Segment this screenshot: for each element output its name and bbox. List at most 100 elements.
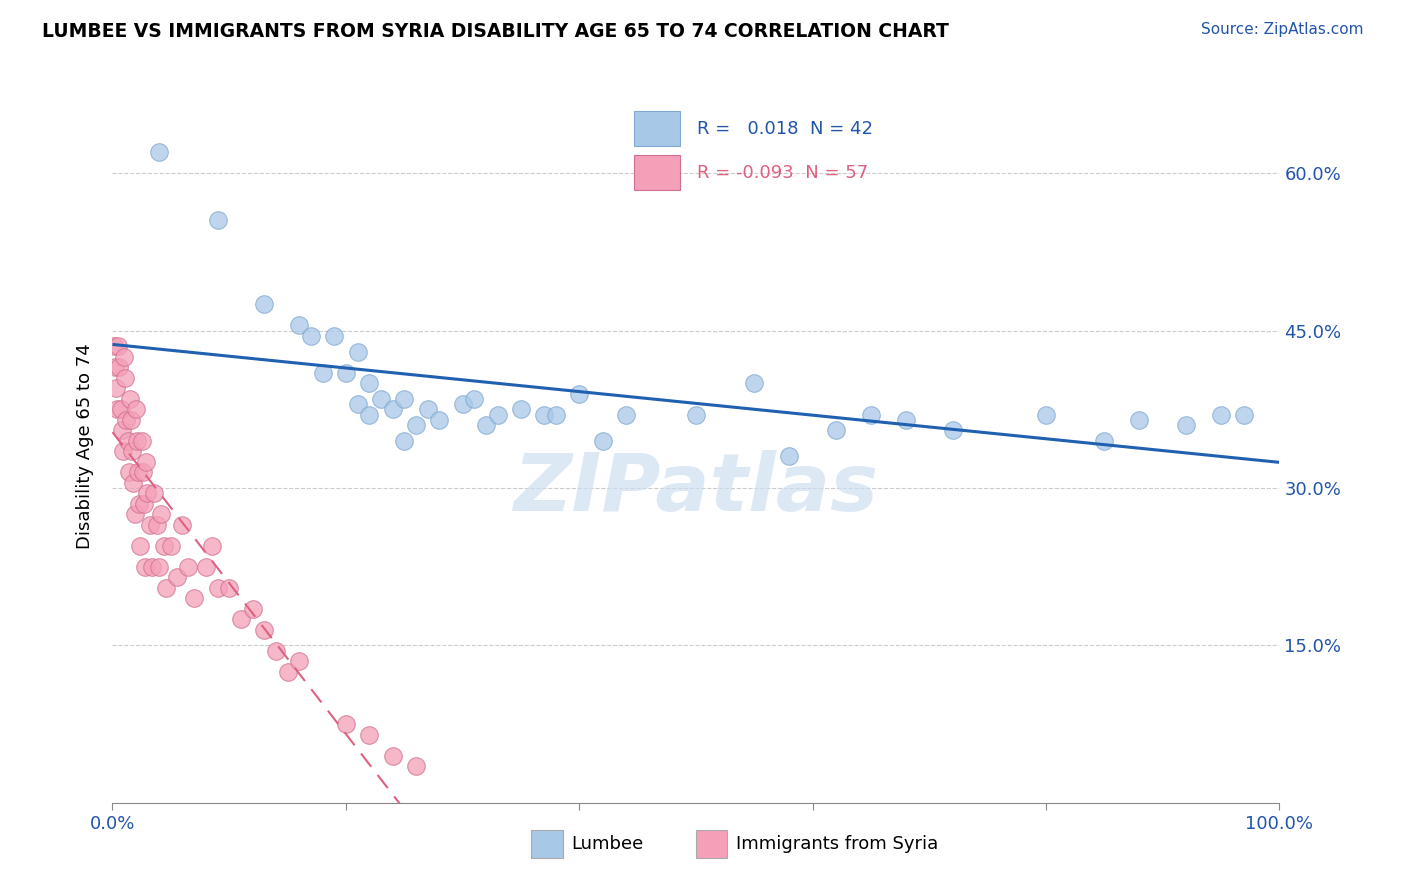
- Point: [136, 486, 159, 500]
- Point: [103, 339, 125, 353]
- Point: [475, 417, 498, 432]
- Point: [1209, 408, 1232, 422]
- Text: ZIPatlas: ZIPatlas: [513, 450, 879, 528]
- Point: [253, 623, 276, 637]
- Point: [416, 402, 439, 417]
- Point: [288, 654, 311, 668]
- Point: [229, 612, 252, 626]
- Point: [311, 366, 333, 380]
- Point: [370, 392, 392, 406]
- Point: [125, 402, 148, 417]
- Point: [346, 344, 368, 359]
- Point: [335, 366, 357, 380]
- Point: [427, 413, 450, 427]
- Point: [359, 728, 381, 742]
- Point: [405, 759, 427, 773]
- Point: [592, 434, 614, 448]
- Point: [104, 381, 127, 395]
- Point: [114, 371, 136, 385]
- Point: [335, 717, 357, 731]
- Point: [148, 145, 170, 160]
- Point: [685, 408, 707, 422]
- Point: [346, 397, 368, 411]
- Point: [201, 539, 224, 553]
- Point: [544, 408, 567, 422]
- Point: [894, 413, 917, 427]
- Point: [1233, 408, 1256, 422]
- Point: [117, 434, 139, 448]
- Point: [118, 392, 141, 406]
- Point: [1035, 408, 1057, 422]
- Point: [131, 434, 153, 448]
- Point: [359, 408, 381, 422]
- Point: [533, 408, 555, 422]
- Text: Source: ZipAtlas.com: Source: ZipAtlas.com: [1201, 22, 1364, 37]
- Point: [1092, 434, 1115, 448]
- Point: [110, 402, 132, 417]
- Point: [148, 559, 170, 574]
- Point: [1175, 417, 1198, 432]
- Point: [128, 497, 150, 511]
- Point: [859, 408, 883, 422]
- Point: [742, 376, 765, 390]
- Point: [146, 517, 169, 532]
- Point: [120, 413, 142, 427]
- Point: [509, 402, 531, 417]
- Point: [253, 297, 276, 311]
- Point: [614, 408, 637, 422]
- Point: [134, 559, 156, 574]
- Point: [451, 397, 474, 411]
- Point: [105, 402, 128, 417]
- Point: [264, 643, 287, 657]
- Point: [1128, 413, 1150, 427]
- Point: [242, 601, 264, 615]
- Point: [405, 417, 427, 432]
- Point: [207, 213, 229, 227]
- Point: [132, 465, 155, 479]
- Point: [127, 465, 149, 479]
- Point: [115, 413, 138, 427]
- Point: [218, 581, 240, 595]
- Point: [276, 665, 298, 679]
- Point: [111, 444, 134, 458]
- Point: [160, 539, 183, 553]
- Point: [129, 539, 152, 553]
- Point: [132, 497, 155, 511]
- Point: [155, 581, 177, 595]
- Point: [141, 559, 163, 574]
- Point: [359, 376, 381, 390]
- Point: [108, 360, 131, 375]
- Point: [118, 465, 141, 479]
- Point: [778, 450, 800, 464]
- Point: [194, 559, 217, 574]
- Point: [139, 517, 162, 532]
- Point: [177, 559, 200, 574]
- Point: [124, 507, 146, 521]
- Point: [112, 350, 135, 364]
- Point: [299, 328, 322, 343]
- Point: [166, 570, 188, 584]
- Point: [104, 360, 127, 375]
- Point: [392, 392, 416, 406]
- Point: [381, 748, 404, 763]
- Point: [323, 328, 346, 343]
- Point: [143, 486, 166, 500]
- Point: [942, 423, 965, 437]
- Point: [288, 318, 311, 333]
- Point: [825, 423, 848, 437]
- Point: [150, 507, 173, 521]
- Point: [121, 444, 143, 458]
- Point: [135, 455, 157, 469]
- Point: [111, 423, 134, 437]
- Point: [486, 408, 509, 422]
- Y-axis label: Disability Age 65 to 74: Disability Age 65 to 74: [76, 343, 94, 549]
- Point: [122, 475, 145, 490]
- Point: [183, 591, 205, 606]
- Point: [463, 392, 485, 406]
- Text: LUMBEE VS IMMIGRANTS FROM SYRIA DISABILITY AGE 65 TO 74 CORRELATION CHART: LUMBEE VS IMMIGRANTS FROM SYRIA DISABILI…: [42, 22, 949, 41]
- Point: [392, 434, 416, 448]
- Point: [107, 339, 129, 353]
- Point: [153, 539, 176, 553]
- Point: [125, 434, 148, 448]
- Point: [568, 386, 591, 401]
